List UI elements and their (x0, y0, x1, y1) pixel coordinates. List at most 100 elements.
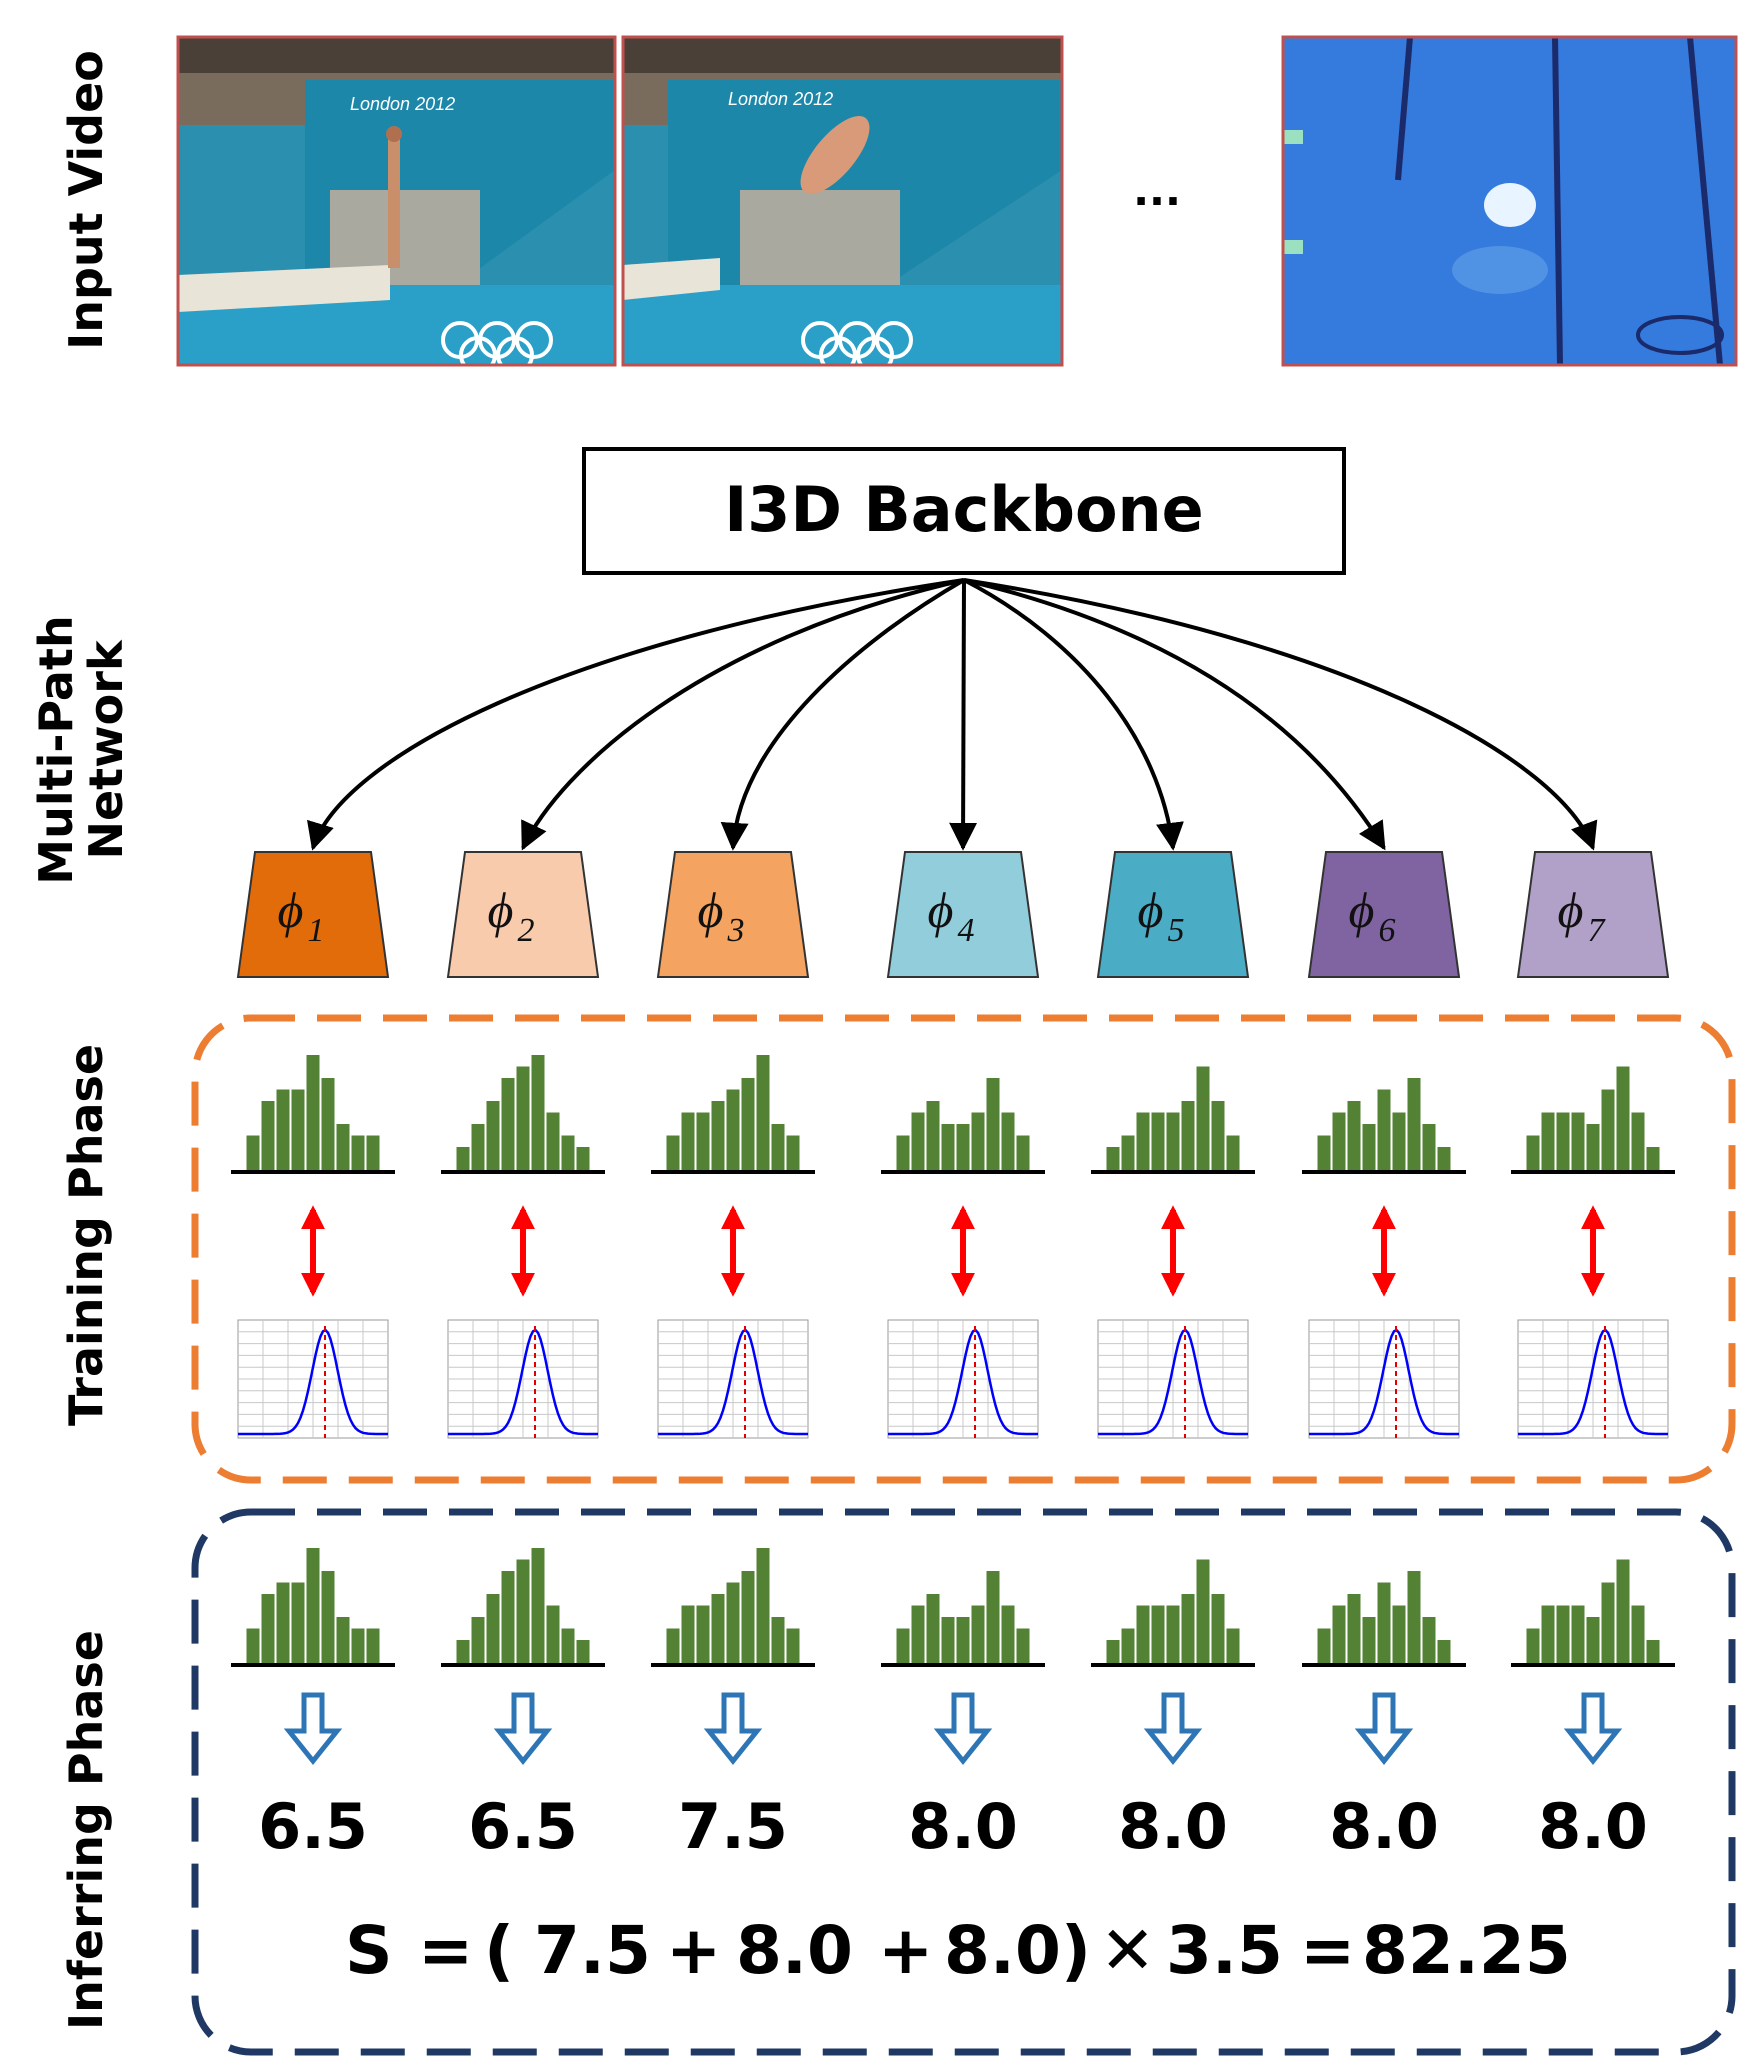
infer-hist-6-bar-7 (1407, 1571, 1421, 1663)
train-hist-7-bar-5 (1586, 1124, 1600, 1170)
train-hist-6-bar-1 (1317, 1135, 1331, 1170)
infer-hist-6-bar-9 (1437, 1640, 1451, 1663)
gaussian-1-curve (238, 1328, 388, 1436)
label-training-phase: Training Phase (59, 1044, 113, 1426)
infer-hist-7-bar-7 (1616, 1559, 1630, 1663)
infer-hist-1-bar-6 (321, 1571, 335, 1663)
infer-hist-7-bar-6 (1601, 1582, 1615, 1663)
head-7-symbol: ϕ (1558, 882, 1584, 938)
train-hist-5-bar-3 (1136, 1112, 1150, 1170)
training-phase-box (191, 1014, 1736, 1484)
i3d-backbone-box: I3D Backbone (582, 447, 1346, 575)
head-3-subscript: 3 (726, 912, 744, 949)
infer-hist-1-bar-1 (246, 1628, 260, 1663)
formula-term-1: 7.5 (534, 1912, 651, 1989)
formula-plus-1: + (666, 1912, 721, 1989)
down-arrow-7 (1563, 1692, 1623, 1766)
infer-histogram-4 (881, 1571, 1045, 1667)
infer-hist-5-bar-1 (1106, 1640, 1120, 1663)
infer-hist-3-bar-9 (786, 1628, 800, 1663)
infer-hist-1-bar-5 (306, 1548, 320, 1663)
train-hist-7-bar-8 (1631, 1112, 1645, 1170)
train-hist-1-bar-3 (276, 1089, 290, 1170)
gaussian-plot-2 (447, 1319, 599, 1439)
formula-term-2: 8.0 (736, 1912, 853, 1989)
infer-hist-3-bar-4 (711, 1594, 725, 1663)
infer-hist-5-bar-7 (1196, 1559, 1210, 1663)
infer-hist-4-bar-5 (956, 1617, 970, 1663)
gaussian-2-curve (448, 1328, 598, 1436)
train-hist-3-bar-1 (666, 1135, 680, 1170)
infer-hist-7-bar-1 (1526, 1628, 1540, 1663)
down-arrow-1 (283, 1692, 343, 1766)
train-hist-2-bar-4 (501, 1078, 515, 1170)
train-histogram-3 (651, 1055, 815, 1174)
arrow-to-head-1 (307, 578, 965, 851)
train-hist-7-bar-2 (1541, 1112, 1555, 1170)
head-4-symbol: ϕ (928, 882, 954, 938)
head-6-shape (1307, 851, 1461, 978)
train-histogram-7 (1511, 1066, 1675, 1174)
backbone-to-head-arrows (307, 578, 1598, 851)
head-2-symbol: ϕ (488, 882, 514, 938)
infer-hist-4-bar-7 (986, 1571, 1000, 1663)
infer-hist-5-bar-3 (1136, 1605, 1150, 1663)
train-hist-4-bar-5 (956, 1124, 970, 1170)
score-6: 8.0 (1329, 1790, 1439, 1863)
train-hist-5-bar-7 (1196, 1066, 1210, 1170)
infer-hist-6-bar-1 (1317, 1628, 1331, 1663)
video-frame-3 (1281, 35, 1738, 367)
train-hist-1-bar-5 (306, 1055, 320, 1170)
formula-result: 82.25 (1362, 1912, 1571, 1989)
train-hist-3-bar-7 (756, 1055, 770, 1170)
gaussian-4-curve (888, 1328, 1038, 1436)
train-histogram-1 (231, 1055, 395, 1174)
infer-hist-2-bar-8 (561, 1628, 575, 1663)
train-hist-6-bar-3 (1347, 1101, 1361, 1170)
train-hist-7-bar-6 (1601, 1089, 1615, 1170)
infer-hist-2-bar-6 (531, 1548, 545, 1663)
gaussian-7-curve (1518, 1328, 1668, 1436)
train-hist-3-bar-4 (711, 1101, 725, 1170)
infer-hist-6-bar-6 (1392, 1605, 1406, 1663)
arrow-to-head-5 (963, 578, 1184, 851)
train-histogram-5 (1091, 1066, 1255, 1174)
infer-hist-1-bar-8 (351, 1628, 365, 1663)
svg-text:London 2012: London 2012 (728, 89, 833, 109)
infer-hist-6-bar-3 (1347, 1594, 1361, 1663)
head-6-subscript: 6 (1378, 912, 1395, 949)
training-gaussian-targets (237, 1319, 1669, 1439)
score-5: 8.0 (1118, 1790, 1228, 1863)
train-hist-5-bar-8 (1211, 1101, 1225, 1170)
train-hist-3-bar-2 (681, 1112, 695, 1170)
formula-times: ✕ (1100, 1912, 1155, 1989)
train-hist-1-bar-6 (321, 1078, 335, 1170)
train-histogram-6 (1302, 1078, 1466, 1174)
infer-hist-3-bar-1 (666, 1628, 680, 1663)
head-1-shape (236, 851, 390, 978)
infer-hist-5-bar-6 (1181, 1594, 1195, 1663)
infer-histogram-5 (1091, 1559, 1255, 1667)
inferring-histograms (231, 1548, 1675, 1667)
head-5-shape (1096, 851, 1250, 978)
head-5-symbol: ϕ (1138, 882, 1164, 938)
infer-hist-5-bar-4 (1151, 1605, 1165, 1663)
train-hist-5-bar-5 (1166, 1112, 1180, 1170)
train-hist-4-bar-3 (926, 1101, 940, 1170)
infer-hist-2-bar-4 (501, 1571, 515, 1663)
video-frame-2: London 2012 (621, 35, 1064, 374)
train-hist-5-bar-6 (1181, 1101, 1195, 1170)
formula-eq1: = (418, 1912, 473, 1989)
infer-hist-6-bar-4 (1362, 1617, 1376, 1663)
train-hist-2-bar-6 (531, 1055, 545, 1170)
train-hist-3-bar-8 (771, 1124, 785, 1170)
gaussian-3-curve (658, 1328, 808, 1436)
infer-hist-5-bar-9 (1226, 1628, 1240, 1663)
judge-scores: 6.5 6.5 7.5 8.0 8.0 8.0 8.0 (258, 1790, 1648, 1863)
train-hist-2-bar-5 (516, 1066, 530, 1170)
infer-hist-2-bar-9 (576, 1640, 590, 1663)
